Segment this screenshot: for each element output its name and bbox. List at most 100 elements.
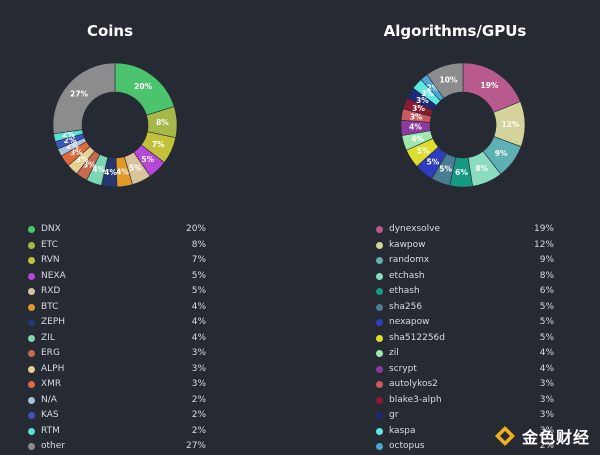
legend-value: 4% <box>191 301 206 312</box>
legend-label: dynexsolve <box>389 224 441 234</box>
legend-swatch <box>376 288 383 295</box>
legend-value: 2% <box>191 410 206 420</box>
legend-swatch <box>376 226 383 233</box>
slice-label-sha512256d: 5% <box>417 146 430 155</box>
legend-item-zil: zil 4% <box>376 346 554 362</box>
legend-value: 3% <box>191 363 206 374</box>
slice-label-ethash: 6% <box>455 168 468 177</box>
legend-label: RXD <box>41 286 61 296</box>
legend-swatch <box>376 241 383 249</box>
legend-item-n-a: N/A 2% <box>28 393 206 409</box>
legend-item-sha256: sha256 5% <box>376 300 554 316</box>
slice-label-rxd: 5% <box>129 163 142 172</box>
legend-value: 8% <box>191 239 206 250</box>
legend-item-nexa: NEXA 5% <box>28 269 206 285</box>
legend-label: nexapow <box>389 317 430 327</box>
legend-item-rxd: RXD 5% <box>28 284 206 300</box>
legend-swatch <box>28 412 35 419</box>
coins-legend: DNX 20% ETC 8% RVN 7% NEXA 5% RXD 5% BTC 4% ZEPH 4% ZI… <box>28 222 206 455</box>
legend-item-alph: ALPH 3% <box>28 362 206 378</box>
legend-value: 5% <box>539 301 554 312</box>
legend-item-btc: BTC 4% <box>28 300 206 316</box>
slice-label-alph: 3% <box>76 155 89 164</box>
legend-item-zil: ZIL 4% <box>28 331 206 347</box>
legend-item-sha512256d: sha512256d 5% <box>376 331 554 347</box>
legend-item-dynexsolve: dynexsolve 19% <box>376 222 554 238</box>
coins-chart-title: Coins <box>86 22 134 40</box>
legend-item-kas: KAS 2% <box>28 408 206 424</box>
legend-value: 5% <box>191 286 206 296</box>
legend-label: randomx <box>389 255 430 265</box>
legend-item-other: other 27% <box>28 439 206 455</box>
legend-label: RVN <box>41 255 60 265</box>
legend-item-kawpow: kawpow 12% <box>376 238 554 254</box>
slice-other[interactable] <box>52 62 116 135</box>
legend-item-blake3-alph: blake3-alph 3% <box>376 393 554 409</box>
legend-value: 3% <box>539 425 554 436</box>
legend-label: sha512256d <box>389 332 445 343</box>
legend-swatch <box>28 303 35 311</box>
algorithms-chart-title: Algorithms/GPUs <box>383 22 527 40</box>
legend-label: kawpow <box>389 239 426 250</box>
legend-label: ZEPH <box>41 317 66 327</box>
legend-swatch <box>28 319 35 326</box>
coins-donut-chart: 20%8%7%5%5%4%4%4%3%3%3%2%2%2%27% <box>52 62 178 188</box>
legend-label: sha256 <box>389 301 423 312</box>
legend-label: DNX <box>41 224 61 234</box>
legend-item-ethash: ethash 6% <box>376 284 554 300</box>
algorithms-donut-chart: 19%12%9%8%6%5%5%5%4%4%3%3%3%3%2%10% <box>400 62 526 188</box>
legend-swatch <box>28 381 35 388</box>
slice-label-sha256: 5% <box>439 165 452 174</box>
legend-swatch <box>376 443 383 450</box>
slice-label-octopus: 2% <box>427 84 440 93</box>
slice-label-etchash: 8% <box>475 164 488 173</box>
legend-label: kaspa <box>389 425 416 436</box>
legend-label: ERG <box>41 348 60 358</box>
legend-swatch <box>28 396 35 404</box>
legend-value: 2% <box>191 394 206 405</box>
legend-value: 4% <box>539 348 554 358</box>
legend-swatch <box>376 396 383 404</box>
legend-swatch <box>376 381 383 388</box>
legend-value: 5% <box>191 270 206 281</box>
legend-value: 19% <box>533 224 554 234</box>
slice-label-kawpow: 12% <box>502 120 520 129</box>
legend-item-etc: ETC 8% <box>28 238 206 254</box>
legend-value: 7% <box>191 255 206 265</box>
legend-swatch <box>376 334 383 342</box>
legend-label: ALPH <box>41 363 65 374</box>
legend-label: autolykos2 <box>389 379 438 389</box>
legend-item-randomx: randomx 9% <box>376 253 554 269</box>
legend-swatch <box>376 272 383 280</box>
slice-other[interactable] <box>426 62 464 99</box>
legend-label: ETC <box>41 239 58 250</box>
algorithms-legend: dynexsolve 19% kawpow 12% randomx 9% etchash 8%… <box>376 222 554 455</box>
legend-swatch <box>28 427 35 435</box>
legend-label: zil <box>389 348 399 358</box>
slice-label-n-a: 2% <box>66 142 79 151</box>
legend-label: other <box>41 441 65 451</box>
legend-value: 20% <box>185 224 206 234</box>
legend-swatch <box>376 350 383 357</box>
legend-item-nexapow: nexapow 5% <box>376 315 554 331</box>
slice-label-erg: 3% <box>83 160 96 169</box>
legend-item-zeph: ZEPH 4% <box>28 315 206 331</box>
legend-item-octopus: octopus 2% <box>376 439 554 455</box>
legend-swatch <box>28 226 35 233</box>
legend-value: 3% <box>539 410 554 420</box>
legend-swatch <box>28 288 35 295</box>
slice-label-rtm: 2% <box>62 130 75 139</box>
slice-label-etc: 8% <box>156 118 169 127</box>
legend-item-kaspa: kaspa 3% <box>376 424 554 440</box>
legend-value: 3% <box>191 348 206 358</box>
slice-label-kaspa: 3% <box>421 89 434 98</box>
legend-value: 2% <box>539 441 554 451</box>
legend-item-xmr: XMR 3% <box>28 377 206 393</box>
legend-swatch <box>376 412 383 419</box>
watermark: 金色财经 <box>494 423 590 449</box>
slice-label-zil: 4% <box>411 134 424 143</box>
legend-value: 4% <box>191 332 206 343</box>
legend-value: 5% <box>539 317 554 327</box>
legend-swatch <box>376 319 383 326</box>
legend-value: 6% <box>539 286 554 296</box>
